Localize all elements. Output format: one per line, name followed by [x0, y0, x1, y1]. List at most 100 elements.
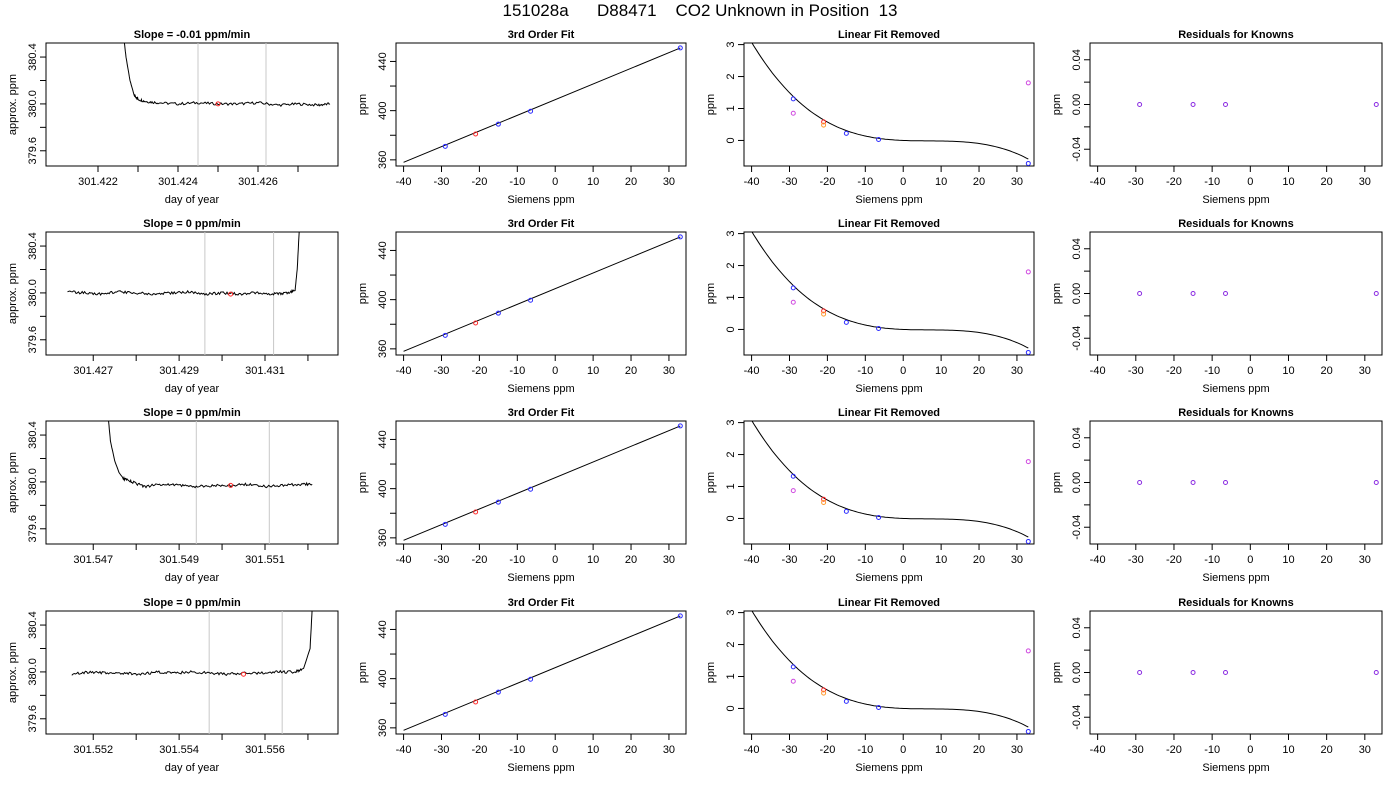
x-tick-label: 0	[900, 554, 906, 566]
plot-frame	[1089, 231, 1383, 356]
x-tick-label: -40	[1090, 365, 1106, 377]
x-tick-label: -40	[396, 365, 412, 377]
x-tick-label: -30	[782, 744, 798, 756]
y-tick-label: 0.00	[1071, 283, 1083, 304]
x-axis-label: Siemens ppm	[507, 572, 574, 584]
x-tick-label: -20	[819, 365, 835, 377]
y-tick-label: 380.4	[27, 421, 39, 449]
y-axis-label: ppm	[357, 283, 369, 304]
plot-area	[403, 613, 683, 731]
y-axis-label: ppm	[705, 472, 717, 493]
panel-title: Residuals for Knowns	[1178, 597, 1294, 609]
panel-r2-c0: Slope = 0 ppm/min 301.547 301.549 301.551 da…	[7, 407, 339, 584]
x-tick-label: 30	[1011, 554, 1023, 566]
x-tick-label: -30	[782, 176, 798, 188]
data-point	[1190, 102, 1196, 107]
panel-title: 3rd Order Fit	[508, 407, 575, 419]
x-tick-label: 0	[552, 554, 558, 566]
x-tick-label: 0	[1247, 365, 1253, 377]
x-tick-label: -30	[1128, 365, 1144, 377]
panel-r0-c0: Slope = -0.01 ppm/min 301.422 301.424 301.4…	[7, 29, 339, 206]
x-tick-label: 10	[1282, 744, 1294, 756]
panel-title: 3rd Order Fit	[508, 29, 575, 41]
panel-title: Slope = -0.01 ppm/min	[134, 29, 251, 41]
x-tick-label: 0	[1247, 176, 1253, 188]
data-point	[876, 325, 882, 331]
y-tick-label: -0.04	[1071, 705, 1083, 730]
data-point	[528, 486, 534, 492]
plot-frame	[395, 610, 687, 735]
y-tick-label: 0	[725, 137, 737, 143]
data-point	[1373, 480, 1379, 485]
y-tick-label: 2	[725, 73, 737, 79]
x-tick-label: 20	[1321, 744, 1333, 756]
plot-frame	[45, 610, 339, 735]
y-tick-label: 379.6	[27, 705, 39, 733]
x-tick-label: -40	[396, 176, 412, 188]
plot-area	[123, 43, 331, 166]
y-axis-label: ppm	[705, 283, 717, 304]
panel-r2-c1: 3rd Order Fit -40 -30 -20 -10 0 10 20 30 Siemens …	[357, 407, 687, 584]
x-tick-label: 0	[900, 176, 906, 188]
y-tick-label: 3	[725, 420, 737, 426]
x-tick-label: -40	[396, 744, 412, 756]
data-point	[1137, 291, 1143, 296]
x-tick-label: 0	[552, 744, 558, 756]
x-tick-label: -20	[471, 176, 487, 188]
mean-marker	[241, 671, 247, 677]
x-tick-label: 30	[663, 744, 675, 756]
x-tick-label: 30	[1359, 554, 1371, 566]
x-axis-label: day of year	[165, 194, 220, 206]
x-tick-label: 0	[900, 744, 906, 756]
x-tick-label: -30	[1128, 744, 1144, 756]
data-point	[442, 332, 448, 338]
y-tick-label: 379.6	[27, 326, 39, 354]
plot-area	[1137, 102, 1379, 107]
plot-area	[1137, 670, 1379, 675]
panel-r3-c1: 3rd Order Fit -40 -30 -20 -10 0 10 20 30 Siemens …	[357, 597, 687, 774]
y-tick-label: 380.4	[27, 232, 39, 260]
x-tick-label: -10	[1204, 176, 1220, 188]
data-point	[677, 234, 683, 240]
y-tick-label: 379.6	[27, 137, 39, 165]
x-tick-label: -30	[434, 365, 450, 377]
data-point	[1025, 269, 1031, 275]
data-point	[790, 299, 796, 305]
x-tick-label: -20	[819, 744, 835, 756]
y-tick-label: 0.04	[1071, 238, 1083, 259]
x-tick-label: 0	[1247, 744, 1253, 756]
y-tick-label: 0.00	[1071, 94, 1083, 115]
y-axis-label: approx. ppm	[7, 74, 19, 135]
x-tick-label: -20	[1166, 365, 1182, 377]
data-point	[843, 130, 849, 136]
y-tick-label: 1	[725, 673, 737, 679]
panel-title: Slope = 0 ppm/min	[143, 218, 241, 230]
concentration-trace	[123, 43, 331, 107]
x-tick-label: 20	[625, 365, 637, 377]
x-tick-label: -40	[744, 554, 760, 566]
panel-title: Linear Fit Removed	[838, 597, 940, 609]
plot-area	[751, 232, 1031, 355]
x-axis-label: Siemens ppm	[855, 762, 922, 774]
y-tick-label: 360	[377, 529, 389, 547]
y-tick-label: 0.04	[1071, 427, 1083, 448]
plot-frame	[45, 42, 339, 167]
panel-title: Linear Fit Removed	[838, 29, 940, 41]
panel-title: Slope = 0 ppm/min	[143, 597, 241, 609]
data-point	[473, 509, 479, 515]
x-tick-label: 20	[973, 554, 985, 566]
y-tick-label: 360	[377, 340, 389, 358]
panel-title: Residuals for Knowns	[1178, 29, 1294, 41]
x-tick-label: -40	[1090, 554, 1106, 566]
data-point	[876, 136, 882, 142]
x-tick-label: -40	[1090, 176, 1106, 188]
x-tick-label: 301.431	[245, 365, 285, 377]
y-tick-label: 0.00	[1071, 472, 1083, 493]
data-point	[790, 488, 796, 494]
y-tick-label: 380.0	[27, 658, 39, 686]
data-point	[790, 678, 796, 684]
x-tick-label: 20	[625, 744, 637, 756]
plot-frame	[743, 231, 1035, 356]
x-tick-label: -20	[1166, 176, 1182, 188]
x-tick-label: 30	[1359, 365, 1371, 377]
